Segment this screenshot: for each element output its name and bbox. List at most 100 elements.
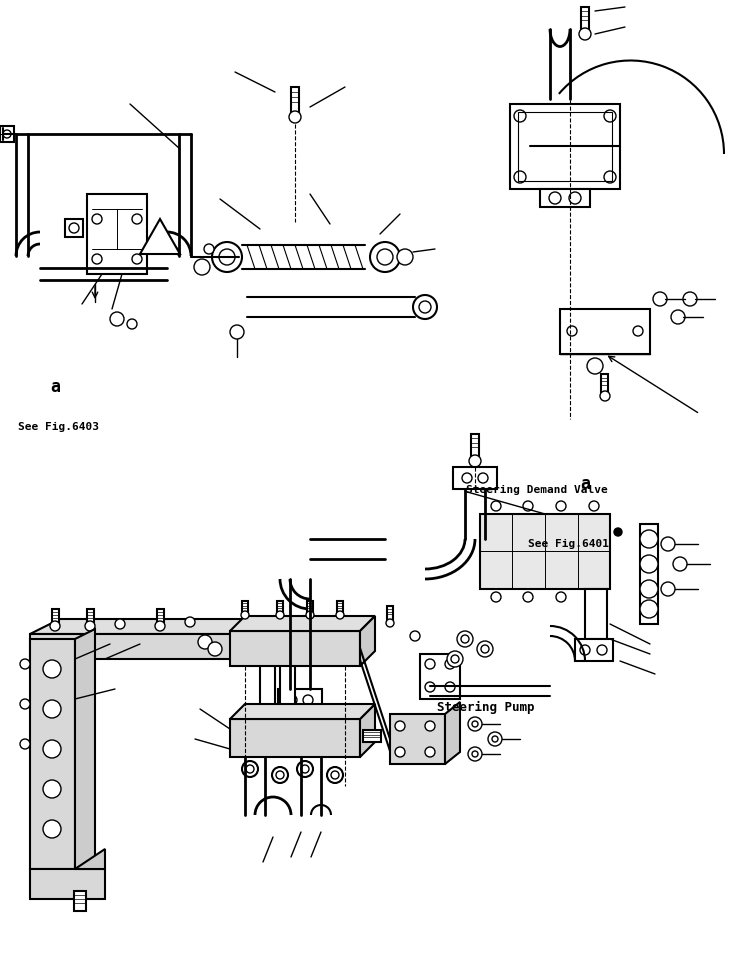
Circle shape	[43, 660, 61, 679]
Bar	[560, 310, 650, 355]
Circle shape	[462, 474, 472, 483]
Circle shape	[242, 761, 258, 778]
Circle shape	[600, 392, 610, 401]
Circle shape	[246, 765, 254, 773]
Circle shape	[425, 682, 435, 692]
Bar	[230, 720, 360, 758]
Bar	[390, 714, 445, 764]
Circle shape	[523, 593, 533, 602]
Circle shape	[115, 619, 125, 629]
Circle shape	[671, 311, 685, 325]
Circle shape	[20, 700, 30, 709]
Circle shape	[327, 767, 343, 783]
Circle shape	[683, 293, 697, 307]
Circle shape	[43, 700, 61, 719]
Circle shape	[491, 501, 501, 512]
Circle shape	[377, 250, 393, 266]
Circle shape	[306, 612, 314, 619]
Circle shape	[43, 821, 61, 838]
Bar	[277, 601, 283, 614]
Circle shape	[241, 612, 249, 619]
Polygon shape	[300, 619, 330, 659]
Bar	[575, 639, 613, 661]
Circle shape	[468, 718, 482, 731]
Circle shape	[204, 245, 214, 254]
Circle shape	[395, 747, 405, 758]
Bar	[337, 601, 343, 614]
Bar	[242, 601, 248, 614]
Circle shape	[419, 302, 431, 314]
Circle shape	[580, 645, 590, 656]
Bar	[420, 655, 460, 700]
Bar	[480, 515, 610, 589]
Circle shape	[579, 29, 591, 41]
Circle shape	[523, 501, 533, 512]
Circle shape	[673, 558, 687, 572]
Circle shape	[3, 131, 11, 139]
Circle shape	[155, 621, 165, 631]
Circle shape	[445, 682, 455, 692]
Polygon shape	[75, 629, 95, 869]
Bar	[510, 105, 620, 190]
Circle shape	[491, 593, 501, 602]
Polygon shape	[230, 704, 375, 720]
Bar	[156, 609, 164, 624]
Circle shape	[569, 193, 581, 205]
Polygon shape	[140, 220, 180, 254]
Circle shape	[410, 631, 420, 641]
Bar	[87, 609, 93, 624]
Circle shape	[451, 656, 459, 663]
Circle shape	[212, 243, 242, 273]
Bar	[291, 88, 299, 112]
Circle shape	[461, 636, 469, 643]
Circle shape	[478, 474, 488, 483]
Circle shape	[230, 326, 244, 339]
Bar	[30, 639, 75, 869]
Bar	[51, 609, 59, 624]
Text: a: a	[580, 475, 590, 493]
Bar	[471, 435, 479, 456]
Polygon shape	[30, 869, 105, 899]
Circle shape	[472, 751, 478, 758]
Circle shape	[289, 112, 301, 124]
Text: See Fig.6403: See Fig.6403	[18, 421, 99, 432]
Bar	[74, 891, 86, 911]
Circle shape	[472, 721, 478, 727]
Bar	[540, 190, 590, 208]
Circle shape	[614, 529, 622, 537]
Circle shape	[597, 645, 607, 656]
Circle shape	[469, 456, 481, 468]
Circle shape	[69, 224, 79, 233]
Text: See Fig.6401: See Fig.6401	[528, 538, 609, 549]
Bar	[230, 631, 360, 666]
Circle shape	[20, 740, 30, 749]
Circle shape	[276, 612, 284, 619]
Circle shape	[468, 747, 482, 761]
Circle shape	[395, 721, 405, 731]
Polygon shape	[230, 617, 375, 631]
Bar	[0, 127, 14, 143]
Circle shape	[640, 531, 658, 548]
Bar	[387, 606, 393, 620]
Bar	[640, 524, 658, 624]
Circle shape	[336, 612, 344, 619]
Circle shape	[20, 659, 30, 669]
Bar	[87, 194, 147, 274]
Polygon shape	[75, 849, 105, 869]
Circle shape	[85, 621, 95, 631]
Bar	[307, 601, 313, 614]
Circle shape	[301, 765, 309, 773]
Circle shape	[457, 631, 473, 647]
Polygon shape	[360, 617, 375, 666]
Text: Steering Pump: Steering Pump	[437, 700, 534, 714]
Circle shape	[370, 243, 400, 273]
Bar	[260, 659, 275, 709]
Circle shape	[272, 767, 288, 783]
Bar	[601, 375, 608, 393]
Circle shape	[477, 641, 493, 658]
Circle shape	[587, 358, 603, 375]
Polygon shape	[30, 619, 330, 635]
Circle shape	[331, 771, 339, 780]
Circle shape	[219, 250, 235, 266]
Circle shape	[386, 619, 394, 627]
